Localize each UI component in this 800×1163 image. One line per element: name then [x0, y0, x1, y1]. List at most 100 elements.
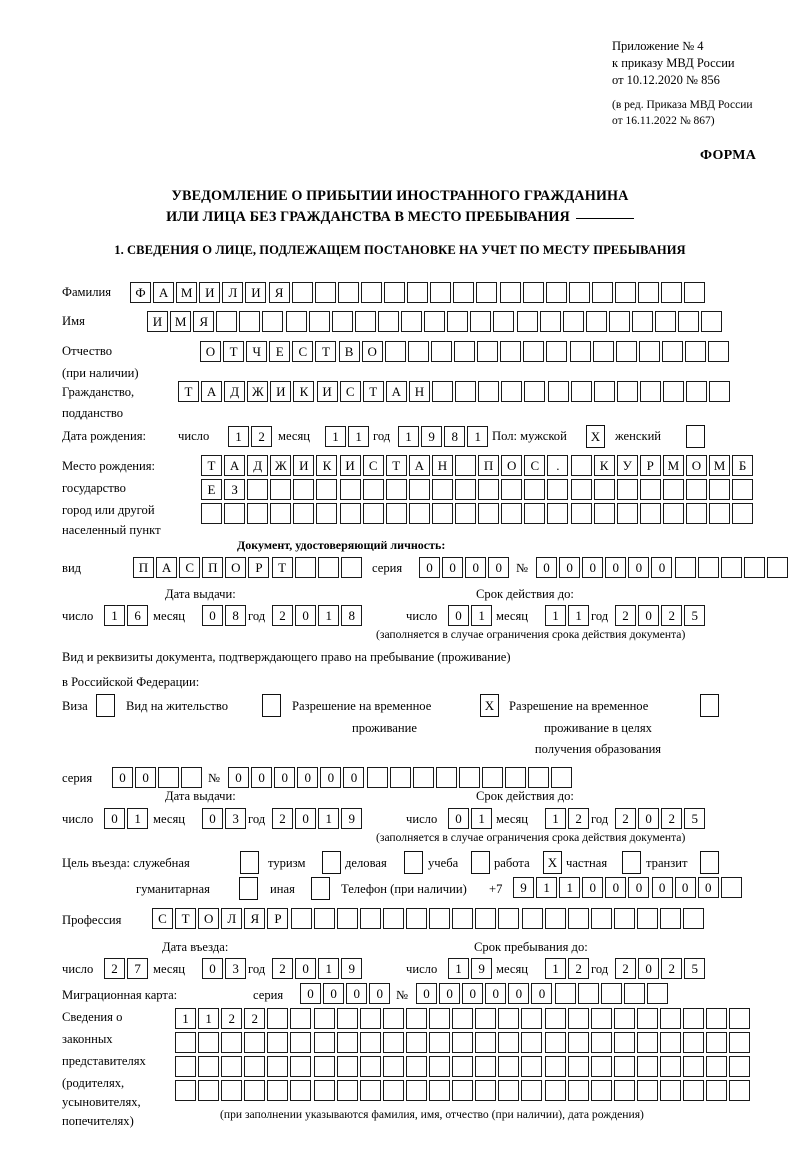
char-cell[interactable]: 0 [251, 767, 273, 788]
char-cell[interactable]: Д [224, 381, 246, 402]
legal-row-3-input[interactable] [175, 1056, 752, 1077]
legal-row-4-input[interactable] [175, 1080, 752, 1101]
char-cell[interactable] [452, 908, 474, 929]
char-cell[interactable] [697, 557, 719, 578]
char-cell[interactable] [354, 311, 376, 332]
char-cell[interactable]: 2 [221, 1008, 243, 1029]
char-cell[interactable]: 0 [104, 808, 125, 829]
char-cell[interactable] [709, 381, 731, 402]
char-cell[interactable] [452, 1008, 474, 1029]
char-cell[interactable] [661, 282, 683, 303]
char-cell[interactable]: 0 [605, 557, 627, 578]
char-cell[interactable]: . [547, 455, 569, 476]
char-cell[interactable] [313, 1032, 335, 1053]
char-cell[interactable] [382, 908, 404, 929]
char-cell[interactable]: И [147, 311, 168, 332]
char-cell[interactable]: 0 [448, 808, 469, 829]
char-cell[interactable]: 1 [348, 426, 370, 447]
char-cell[interactable] [706, 1008, 728, 1029]
char-cell[interactable]: Т [175, 908, 197, 929]
char-cell[interactable]: 0 [442, 557, 464, 578]
char-cell[interactable]: 1 [127, 808, 149, 829]
char-cell[interactable] [175, 1080, 196, 1101]
char-cell[interactable] [636, 1008, 658, 1029]
char-cell[interactable] [544, 1008, 566, 1029]
char-cell[interactable]: 0 [202, 808, 223, 829]
char-cell[interactable] [639, 503, 661, 524]
char-cell[interactable]: И [199, 282, 221, 303]
char-cell[interactable] [674, 557, 696, 578]
char-cell[interactable]: 1 [318, 958, 340, 979]
char-cell[interactable] [458, 767, 480, 788]
char-cell[interactable]: Ч [246, 341, 268, 362]
char-cell[interactable]: 0 [202, 605, 223, 626]
char-cell[interactable] [181, 767, 203, 788]
char-cell[interactable] [412, 767, 434, 788]
char-cell[interactable] [683, 1056, 705, 1077]
char-cell[interactable] [636, 1056, 658, 1077]
char-cell[interactable]: 9 [471, 958, 493, 979]
char-cell[interactable]: 7 [127, 958, 149, 979]
char-cell[interactable] [175, 1032, 196, 1053]
char-cell[interactable] [590, 908, 612, 929]
char-cell[interactable] [678, 311, 700, 332]
char-cell[interactable] [501, 503, 523, 524]
char-cell[interactable] [659, 1032, 681, 1053]
char-cell[interactable]: Р [639, 455, 661, 476]
char-cell[interactable]: 1 [175, 1008, 196, 1029]
char-cell[interactable] [267, 1008, 289, 1029]
char-cell[interactable] [590, 1032, 612, 1053]
char-cell[interactable] [521, 1080, 543, 1101]
char-cell[interactable] [567, 1008, 589, 1029]
char-cell[interactable] [336, 1008, 358, 1029]
char-cell[interactable]: С [339, 381, 361, 402]
char-cell[interactable] [623, 983, 645, 1004]
char-cell[interactable] [590, 1080, 612, 1101]
char-cell[interactable] [336, 908, 358, 929]
char-cell[interactable]: С [292, 341, 314, 362]
char-cell[interactable] [600, 983, 622, 1004]
char-cell[interactable] [636, 1032, 658, 1053]
char-cell[interactable]: 0 [485, 983, 507, 1004]
char-cell[interactable] [429, 908, 451, 929]
char-cell[interactable]: О [501, 455, 523, 476]
char-cell[interactable] [216, 311, 238, 332]
char-cell[interactable]: И [293, 455, 315, 476]
char-cell[interactable] [551, 767, 573, 788]
char-cell[interactable] [476, 282, 498, 303]
char-cell[interactable] [591, 282, 613, 303]
char-cell[interactable]: 8 [225, 605, 247, 626]
char-cell[interactable] [631, 311, 653, 332]
char-cell[interactable] [385, 503, 407, 524]
char-cell[interactable] [659, 1080, 681, 1101]
char-cell[interactable]: 9 [421, 426, 443, 447]
char-cell[interactable] [659, 1056, 681, 1077]
char-cell[interactable] [313, 908, 335, 929]
char-cell[interactable]: 0 [465, 557, 487, 578]
char-cell[interactable] [766, 557, 788, 578]
char-cell[interactable]: 1 [228, 426, 249, 447]
char-cell[interactable] [408, 503, 430, 524]
char-cell[interactable] [528, 767, 550, 788]
char-cell[interactable] [198, 1032, 220, 1053]
char-cell[interactable] [262, 311, 284, 332]
char-cell[interactable] [201, 503, 222, 524]
char-cell[interactable]: Л [222, 282, 244, 303]
char-cell[interactable] [661, 341, 683, 362]
char-cell[interactable]: 0 [323, 983, 345, 1004]
char-cell[interactable] [706, 1032, 728, 1053]
char-cell[interactable] [224, 503, 246, 524]
purpose-private-checkbox[interactable] [622, 851, 641, 874]
purpose-study-checkbox[interactable] [471, 851, 490, 874]
char-cell[interactable]: 0 [536, 557, 557, 578]
char-cell[interactable]: 0 [628, 877, 650, 898]
